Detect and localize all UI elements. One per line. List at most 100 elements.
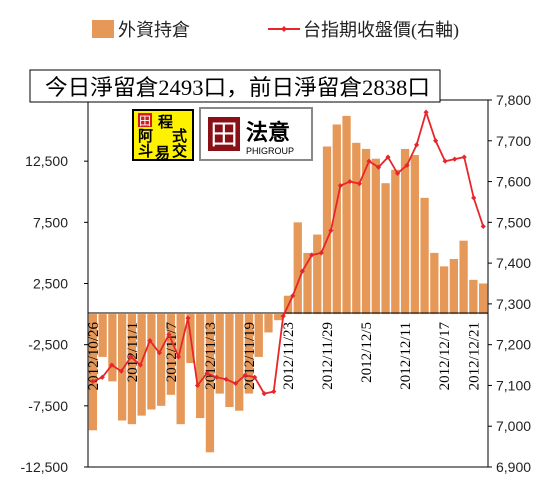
line-point	[385, 154, 391, 160]
line-point	[290, 293, 296, 299]
bar	[244, 314, 254, 394]
x-tick-label: 2012/11/29	[320, 322, 336, 390]
x-tick-label: 2012/11/23	[281, 322, 297, 390]
left-tick-label: -12,500	[21, 459, 69, 475]
logo-right-frame	[199, 107, 313, 161]
line-point	[147, 337, 153, 344]
bar	[205, 314, 215, 453]
line-point	[261, 391, 267, 397]
bar	[303, 252, 312, 315]
banner: 今日淨留倉2493口，前日淨留倉2838口	[29, 69, 441, 103]
line-point	[404, 162, 410, 168]
logo-left-mark-box	[138, 113, 152, 127]
bar	[166, 314, 176, 395]
line-point	[299, 268, 305, 274]
bar	[400, 148, 410, 315]
bar	[420, 197, 429, 315]
logo-right-text: 法意	[246, 120, 290, 145]
price-line	[92, 109, 485, 395]
legend-swatch-marker	[281, 26, 287, 32]
line-point	[366, 158, 372, 164]
bar	[98, 314, 107, 357]
bar	[449, 259, 458, 315]
line-point	[156, 350, 163, 356]
right-tick-label: 7,000	[496, 418, 531, 434]
logo-right-mark: 田	[210, 120, 238, 151]
x-tick-label: 2012/10/26	[86, 322, 102, 391]
bar	[225, 314, 234, 408]
line-point	[109, 362, 115, 368]
line-point	[204, 370, 210, 376]
line-point	[99, 374, 105, 380]
x-tick-label: 2012/11/1	[125, 322, 141, 382]
bar	[274, 314, 283, 321]
right-tick-label: 7,500	[496, 214, 531, 230]
bar	[332, 124, 341, 315]
right-tick-label: 7,200	[496, 337, 531, 353]
right-tick-label: 7,100	[496, 377, 531, 393]
line-point	[442, 158, 448, 164]
logo-left-char-1: 程	[158, 114, 173, 131]
bar	[215, 314, 224, 394]
line-point	[213, 374, 220, 380]
x-tick-label: 2012/11/7	[164, 322, 180, 383]
bar	[313, 234, 322, 315]
logo-right: 田 法意 PHIGROUP	[199, 107, 313, 161]
bar	[108, 314, 117, 382]
line-point	[328, 227, 334, 234]
bar	[127, 314, 137, 425]
line-point	[452, 156, 458, 162]
legend: 外資持倉 台指期收盤價(右軸)	[92, 20, 459, 41]
bar-series	[88, 115, 488, 453]
x-tick-label: 2012/12/21	[466, 322, 482, 390]
bar	[254, 314, 263, 357]
line-point	[318, 250, 324, 256]
line-point	[347, 178, 353, 185]
bar	[459, 240, 468, 315]
bar	[322, 146, 332, 315]
bar	[430, 252, 439, 315]
bar	[469, 279, 478, 315]
x-tick-label: 2012/12/5	[359, 322, 375, 383]
left-axis: -12,500 -7,500 -2,500 2,500 7,500 12,500	[21, 153, 88, 475]
bar	[157, 314, 166, 406]
left-tick-label: -7,500	[28, 398, 68, 414]
line-series	[90, 109, 486, 397]
x-tick-label: 2012/12/11	[398, 322, 414, 390]
logo-left-char-4: 斗	[138, 143, 153, 160]
right-tick-label: 6,900	[496, 459, 531, 475]
logo-left-char-3: 式	[172, 127, 187, 145]
bar	[147, 314, 156, 410]
bar	[196, 314, 205, 419]
bar	[410, 155, 419, 315]
banner-text: 今日淨留倉2493口，前日淨留倉2838口	[45, 75, 430, 100]
line-point	[233, 380, 239, 387]
right-tick-label: 7,800	[496, 92, 531, 108]
line-point	[433, 138, 439, 144]
left-tick-label: -2,500	[28, 337, 68, 353]
line-point	[480, 223, 486, 230]
bar	[478, 283, 488, 315]
line-point	[471, 195, 477, 201]
line-point	[118, 368, 124, 374]
line-point	[185, 315, 191, 321]
legend-label-bar: 外資持倉	[118, 20, 190, 40]
bar	[235, 314, 244, 411]
line-point	[166, 331, 172, 338]
bar	[342, 115, 351, 315]
line-point	[271, 388, 277, 395]
x-tick-label: 2012/12/17	[437, 322, 453, 391]
line-point	[356, 180, 363, 187]
line-point	[252, 374, 258, 380]
logo-right-sub: PHIGROUP	[246, 146, 294, 156]
logo-left-char-2: 阿	[138, 128, 153, 145]
right-axis: 6,900 7,000 7,100 7,200 7,300 7,400 7,500 7,600…	[488, 92, 531, 475]
line-point	[137, 362, 143, 368]
logo-left-char-6: 易	[155, 145, 170, 162]
left-tick-label: 7,500	[33, 214, 68, 230]
line-point	[90, 378, 96, 384]
bar	[371, 158, 380, 315]
line-point	[280, 313, 286, 319]
banner-box	[29, 69, 441, 103]
